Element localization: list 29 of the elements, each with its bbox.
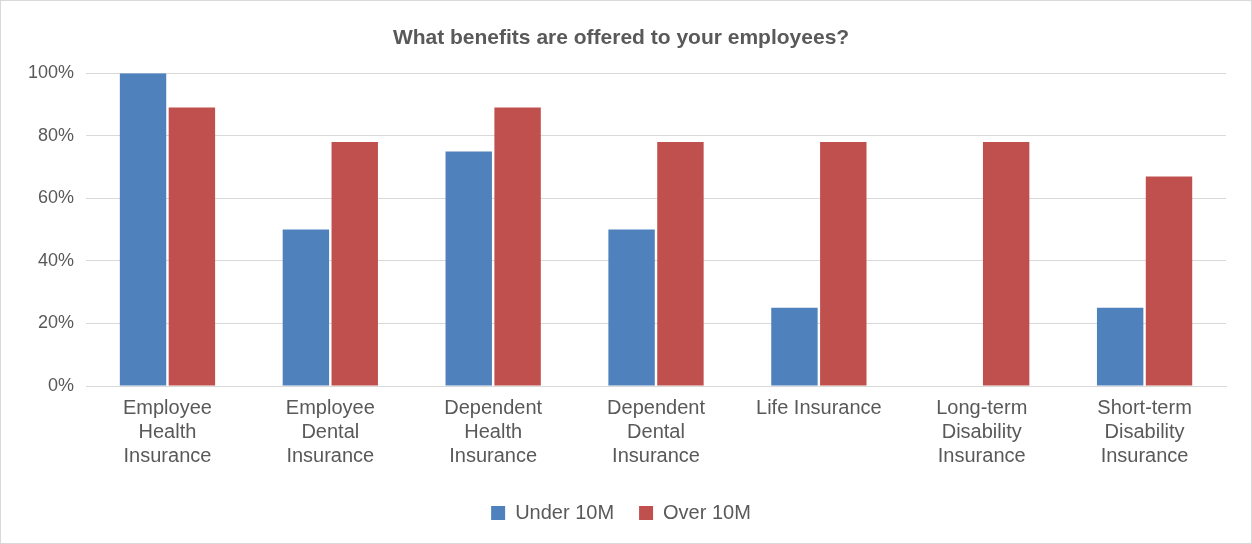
bar [1096, 307, 1144, 386]
bar [445, 151, 492, 386]
chart-title: What benefits are offered to your employees? [392, 25, 850, 49]
bar [168, 107, 216, 386]
bar [119, 73, 167, 386]
bar [657, 142, 704, 386]
y-tick-label: 0% [48, 374, 75, 395]
legend-label: Over 10M [663, 500, 751, 523]
y-tick-label: 40% [38, 249, 75, 270]
x-tick-label: Employee Dental Insurance [285, 395, 375, 466]
y-tick-label: 100% [27, 62, 75, 83]
x-tick-label: Long-term Disability Insurance [936, 395, 1028, 466]
x-tick-label: Life Insurance [756, 395, 882, 418]
x-tick-label: Dependent Dental Insurance [607, 395, 706, 466]
bar [771, 307, 818, 386]
x-tick-label: Short-term Disability Insurance [1097, 395, 1192, 466]
bar [608, 229, 655, 386]
bar [331, 142, 378, 386]
bar [820, 142, 867, 386]
legend-label: Under 10M [515, 500, 615, 523]
x-tick-label: Dependent Health Insurance [444, 395, 543, 466]
bar [982, 142, 1030, 386]
x-tick-label: Employee Health Insurance [122, 395, 212, 466]
y-tick-label: 20% [38, 312, 75, 333]
y-tick-label: 80% [38, 124, 75, 145]
y-tick-label: 60% [38, 187, 75, 208]
bar [282, 229, 330, 386]
bar [1145, 176, 1193, 386]
bar [494, 107, 541, 386]
